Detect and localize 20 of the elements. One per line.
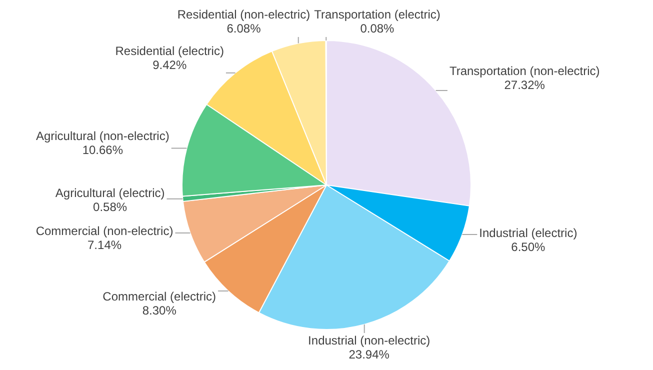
slice-label: Industrial (non-electric) (308, 333, 430, 348)
slice-label: Commercial (non-electric) (36, 224, 174, 238)
slice-label: Transportation (non-electric) (449, 64, 600, 78)
data-label: 8.30% (142, 303, 177, 318)
data-label: 27.32% (504, 78, 546, 92)
data-label: 0.58% (93, 200, 128, 214)
slice-label: Transportation (electric) (314, 7, 440, 22)
data-label: 7.14% (88, 238, 122, 252)
data-label: 9.42% (152, 58, 187, 72)
slice-label: Agricultural (non-electric) (36, 128, 170, 143)
data-label: 0.08% (360, 21, 395, 36)
slice-label: Residential (electric) (115, 44, 224, 58)
data-label: 6.08% (226, 21, 262, 36)
slice-label: Commercial (electric) (102, 289, 216, 304)
slice-label: Industrial (electric) (479, 226, 578, 240)
data-label: 10.66% (82, 142, 124, 157)
data-label: 23.94% (348, 347, 390, 362)
slice-label: Agricultural (electric) (55, 186, 165, 200)
data-label: 6.50% (511, 240, 546, 254)
slice-label: Residential (non-electric) (177, 7, 310, 22)
